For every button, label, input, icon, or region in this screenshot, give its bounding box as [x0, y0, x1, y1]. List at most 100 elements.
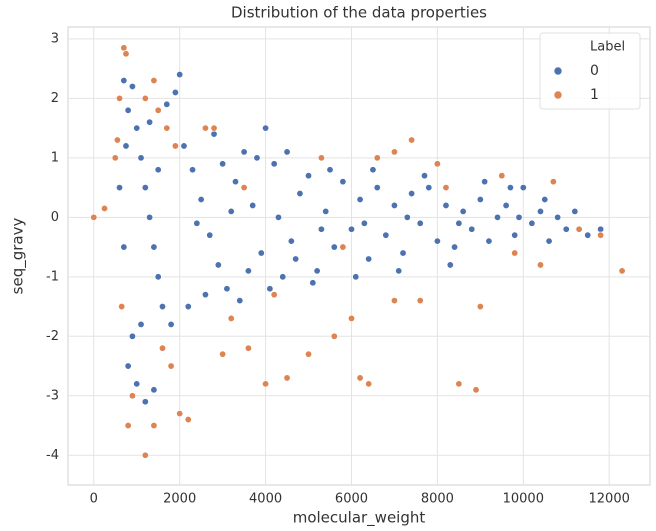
- point: [339, 243, 347, 251]
- point: [352, 273, 360, 281]
- point: [128, 332, 136, 340]
- point: [219, 160, 227, 168]
- point: [150, 386, 158, 394]
- x-tick-label: 6000: [335, 492, 368, 507]
- point: [416, 297, 424, 305]
- point: [146, 118, 154, 126]
- x-axis-label: molecular_weight: [293, 509, 426, 528]
- point: [240, 184, 248, 192]
- point: [476, 303, 484, 311]
- point: [356, 195, 364, 203]
- point: [515, 213, 523, 221]
- y-tick-label: -2: [46, 329, 59, 344]
- point: [167, 362, 175, 370]
- point: [476, 195, 484, 203]
- point: [382, 231, 390, 239]
- point: [455, 219, 463, 227]
- point: [266, 285, 274, 293]
- point: [274, 213, 282, 221]
- point: [128, 82, 136, 90]
- legend-label: 0: [590, 63, 599, 79]
- point: [262, 124, 270, 132]
- point: [365, 380, 373, 388]
- point: [347, 314, 355, 322]
- point: [494, 213, 502, 221]
- point: [511, 249, 519, 257]
- point: [116, 184, 124, 192]
- x-tick-label: 10000: [503, 492, 544, 507]
- point: [498, 172, 506, 180]
- point: [545, 237, 553, 245]
- point: [163, 124, 171, 132]
- point: [541, 195, 549, 203]
- point: [101, 204, 109, 212]
- point: [240, 148, 248, 156]
- point: [313, 267, 321, 275]
- point: [137, 320, 145, 328]
- point: [171, 88, 179, 96]
- point: [395, 267, 403, 275]
- point: [536, 207, 544, 215]
- point: [287, 237, 295, 245]
- point: [408, 190, 416, 198]
- point: [326, 166, 334, 174]
- point: [451, 243, 459, 251]
- point: [283, 148, 291, 156]
- point: [253, 154, 261, 162]
- point: [176, 71, 184, 79]
- point: [408, 136, 416, 144]
- point: [141, 451, 149, 459]
- point: [330, 243, 338, 251]
- point: [618, 267, 626, 275]
- point: [455, 380, 463, 388]
- point: [279, 273, 287, 281]
- point: [167, 320, 175, 328]
- point: [468, 225, 476, 233]
- point: [150, 77, 158, 85]
- point: [528, 219, 536, 227]
- point: [373, 184, 381, 192]
- point: [506, 184, 514, 192]
- y-tick-label: -4: [46, 448, 59, 463]
- point: [416, 219, 424, 227]
- point: [317, 154, 325, 162]
- point: [193, 219, 201, 227]
- point: [339, 178, 347, 186]
- legend-marker: [553, 90, 563, 100]
- point: [485, 237, 493, 245]
- point: [283, 374, 291, 382]
- point: [122, 142, 130, 150]
- y-tick-label: 3: [51, 31, 59, 46]
- point: [189, 166, 197, 174]
- y-tick-label: 1: [51, 150, 59, 165]
- point: [163, 100, 171, 108]
- point: [210, 130, 218, 138]
- point: [305, 172, 313, 180]
- point: [223, 285, 231, 293]
- point: [502, 201, 510, 209]
- point: [111, 154, 119, 162]
- point: [128, 392, 136, 400]
- point: [124, 422, 132, 430]
- point: [146, 213, 154, 221]
- point: [296, 190, 304, 198]
- point: [171, 142, 179, 150]
- point: [184, 416, 192, 424]
- point: [154, 273, 162, 281]
- point: [120, 77, 128, 85]
- point: [262, 380, 270, 388]
- point: [270, 160, 278, 168]
- point: [425, 184, 433, 192]
- point: [236, 297, 244, 305]
- point: [257, 249, 265, 257]
- point: [232, 178, 240, 186]
- point: [442, 201, 450, 209]
- point: [124, 362, 132, 370]
- point: [150, 422, 158, 430]
- point: [201, 124, 209, 132]
- point: [154, 106, 162, 114]
- point: [122, 50, 130, 58]
- point: [270, 291, 278, 299]
- point: [176, 410, 184, 418]
